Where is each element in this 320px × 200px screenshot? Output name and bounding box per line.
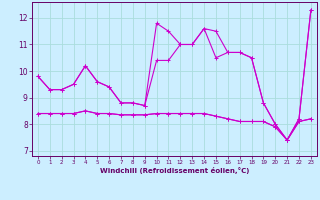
X-axis label: Windchill (Refroidissement éolien,°C): Windchill (Refroidissement éolien,°C)	[100, 167, 249, 174]
